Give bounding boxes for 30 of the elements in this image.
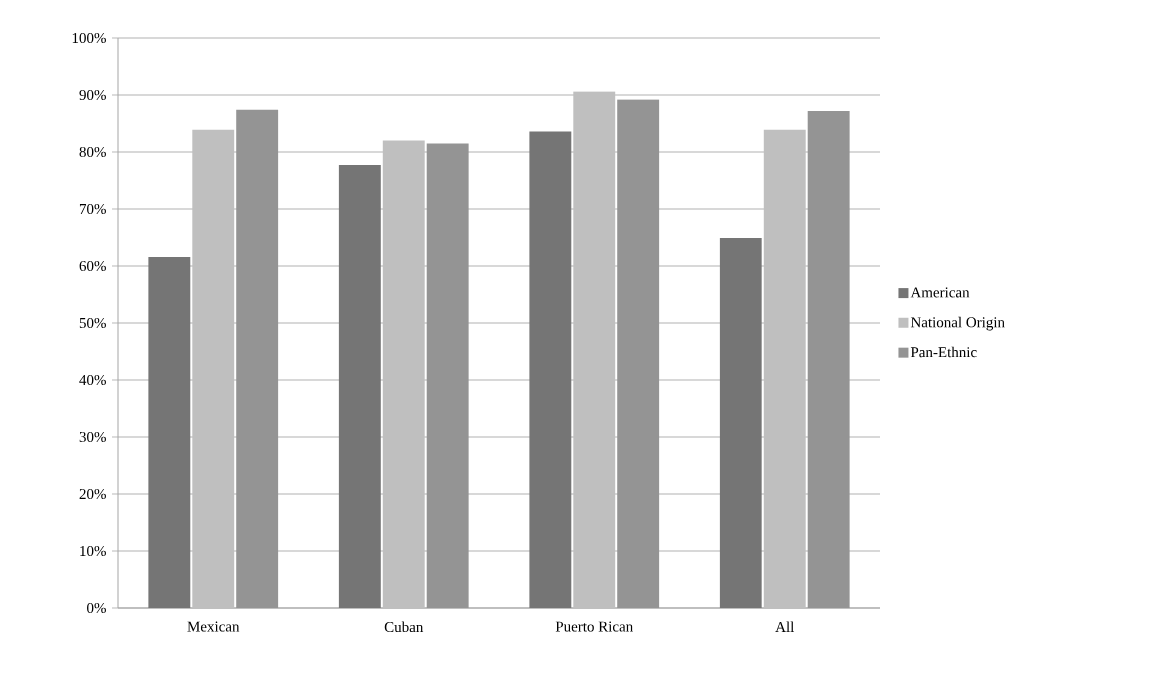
bar [338, 165, 381, 608]
bar [382, 140, 425, 608]
y-tick-label: 80% [79, 146, 106, 158]
bar [148, 256, 191, 608]
x-tick-label: Cuban [384, 621, 424, 633]
y-tick-label: 60% [79, 260, 106, 272]
x-tick-label: All [775, 621, 795, 632]
y-tick-label: 100% [72, 32, 106, 44]
bar [617, 99, 660, 608]
bar [529, 131, 572, 608]
y-tick-label: 20% [79, 488, 106, 500]
legend-label: Pan-Ethnic [910, 346, 977, 358]
bar [426, 143, 469, 608]
y-tick-label: 30% [79, 431, 106, 443]
x-tick-label: Mexican [187, 621, 240, 632]
y-tick-label: 50% [79, 317, 106, 329]
y-tick-label: 40% [79, 374, 106, 386]
bar [192, 129, 235, 608]
y-tick-label: 0% [87, 602, 106, 614]
bar [573, 91, 616, 608]
x-tick-label: Puerto Rican [555, 621, 633, 632]
bar [236, 109, 279, 608]
y-tick-label: 10% [80, 545, 106, 557]
y-tick-label: 90% [79, 89, 106, 101]
bar [763, 129, 806, 608]
y-tick-label: 70% [79, 203, 106, 215]
bar [807, 110, 850, 608]
legend-label: National Origin [910, 316, 1005, 331]
legend-label: American [910, 287, 970, 298]
bar [719, 238, 762, 608]
